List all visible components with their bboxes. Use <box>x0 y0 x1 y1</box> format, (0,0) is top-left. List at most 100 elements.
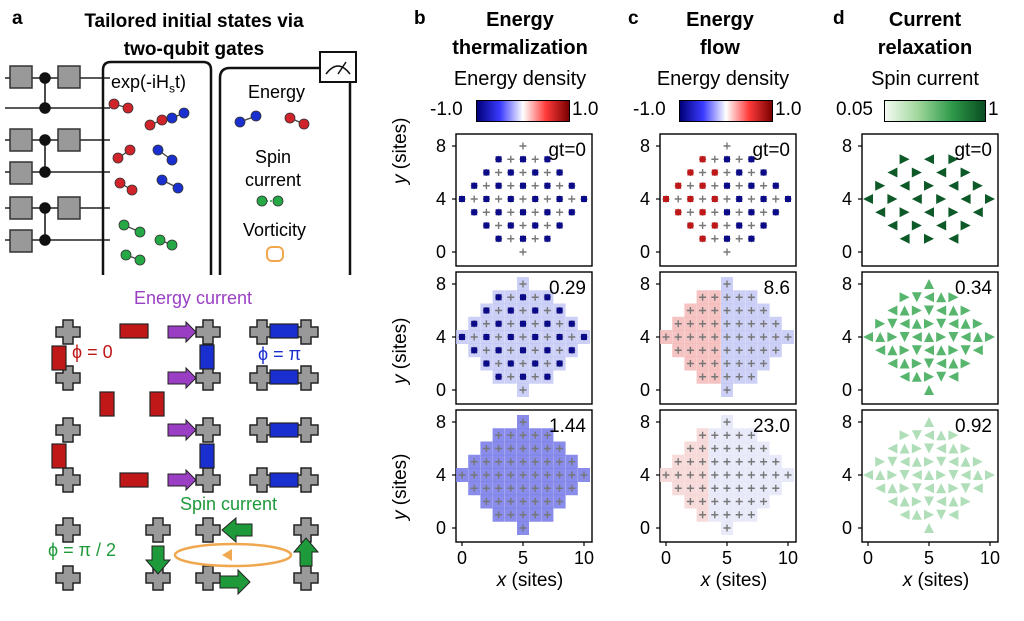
spin-current-marker <box>960 345 971 356</box>
phi-zero-label: ϕ = 0 <box>72 342 113 362</box>
spin-current-marker <box>911 305 922 316</box>
lattice-site-cross <box>711 333 719 341</box>
lattice-site-cross <box>686 360 694 367</box>
lattice-site <box>195 417 221 443</box>
lattice-site <box>195 467 221 493</box>
vorticity-icon <box>266 246 284 262</box>
x-tick-label: 5 <box>924 548 934 568</box>
spin-current-marker <box>899 509 910 520</box>
lattice-site-cross <box>747 471 755 479</box>
spin-current-marker <box>863 332 873 342</box>
lattice-site-cross <box>747 195 755 203</box>
lattice-site-cross <box>543 471 551 479</box>
spin-current-marker <box>948 233 959 244</box>
y-tick-label: 0 <box>842 242 852 262</box>
lattice-site-cross <box>735 458 743 466</box>
spin-current-marker <box>924 154 934 165</box>
spin-current-marker <box>948 305 959 316</box>
lattice-site-cross <box>507 293 515 301</box>
lattice-site-cross <box>723 511 731 519</box>
energy-site <box>675 182 682 189</box>
lattice-site-cross <box>556 445 564 452</box>
spin-current-marker <box>887 358 898 369</box>
lattice-site-cross <box>723 431 731 439</box>
lattice-site-cross <box>723 169 731 176</box>
lattice-site-cross <box>699 333 707 341</box>
energy-site <box>483 169 490 176</box>
spin-current-marker <box>948 430 959 441</box>
energy-site <box>699 235 706 242</box>
panel-d-letter: d <box>833 8 845 29</box>
spin-current-marker <box>960 358 971 369</box>
panel-d-title-line2: relaxation <box>877 37 973 59</box>
energy-site <box>748 156 755 163</box>
spin-current-marker <box>936 220 947 231</box>
lattice-site-cross <box>735 498 743 505</box>
lattice-site-cross <box>760 320 768 328</box>
lattice-site-cross <box>711 498 719 505</box>
lattice-site-cross <box>519 484 527 492</box>
spin-current-marker <box>948 358 959 369</box>
spin-current-marker <box>911 332 922 342</box>
panel-b-colorbar <box>476 100 570 122</box>
lattice-site-cross <box>519 360 527 367</box>
spin-current-marker <box>911 318 922 329</box>
bond <box>119 323 149 339</box>
y-tick-label: 0 <box>436 242 446 262</box>
lattice-site-cross <box>674 195 682 203</box>
lattice-site-cross <box>568 458 576 466</box>
energy-site <box>711 222 718 229</box>
lattice-site <box>55 365 81 391</box>
spin-current-marker <box>875 345 886 356</box>
lattice-site-cross <box>686 498 694 505</box>
energy-site <box>748 235 755 242</box>
lattice-site-cross <box>568 195 576 203</box>
spin-current-marker <box>972 470 983 480</box>
energy-site <box>724 209 730 216</box>
spin-current-marker <box>924 523 934 533</box>
bond <box>51 443 67 469</box>
spin-current-marker <box>924 345 934 356</box>
spin-current-marker <box>899 233 910 244</box>
energy-current-arrow <box>167 366 197 390</box>
energy-site <box>532 307 539 314</box>
energy-site <box>483 196 490 202</box>
lattice-site-cross <box>723 320 731 328</box>
lattice-site-cross <box>699 484 707 492</box>
energy-current-arrow <box>167 418 197 442</box>
lattice-site-cross <box>495 169 503 176</box>
lattice-site-cross <box>495 458 503 466</box>
lattice-site-cross <box>747 307 755 314</box>
lattice-site-cross <box>723 458 731 466</box>
lattice-site-cross <box>711 511 719 519</box>
lattice-site-cross <box>531 445 539 452</box>
energy-site <box>520 320 526 327</box>
lattice-site-cross <box>711 445 719 452</box>
lattice-site-cross <box>735 293 743 301</box>
spin-current-arrow <box>221 516 253 544</box>
spin-current-marker <box>960 496 971 507</box>
energy-site <box>556 196 563 202</box>
lattice-site-cross <box>495 445 503 452</box>
spin-current-marker <box>924 430 934 441</box>
energy-site <box>495 294 502 301</box>
spin-current-marker <box>936 509 947 520</box>
lattice-site-cross <box>482 445 490 452</box>
lattice-site-cross <box>519 307 527 314</box>
energy-site <box>699 209 706 216</box>
lattice-site-cross <box>686 458 694 466</box>
lattice-site-cross <box>711 431 719 439</box>
lattice-site-cross <box>686 208 694 216</box>
x-axis-label-c: x (sites) <box>700 570 768 591</box>
spin-current-marker <box>911 358 922 369</box>
lattice-site-cross <box>507 346 515 354</box>
x-axis-label-d: x (sites) <box>902 570 970 591</box>
y-tick-label: 8 <box>842 274 852 294</box>
energy-site <box>471 347 478 354</box>
lattice-site-cross <box>699 307 707 314</box>
lattice-site-cross <box>723 445 731 452</box>
spin-current-marker <box>911 456 922 467</box>
spin-current-marker <box>960 332 971 342</box>
lattice-site-cross <box>735 307 743 314</box>
circuit-gates <box>9 65 81 253</box>
